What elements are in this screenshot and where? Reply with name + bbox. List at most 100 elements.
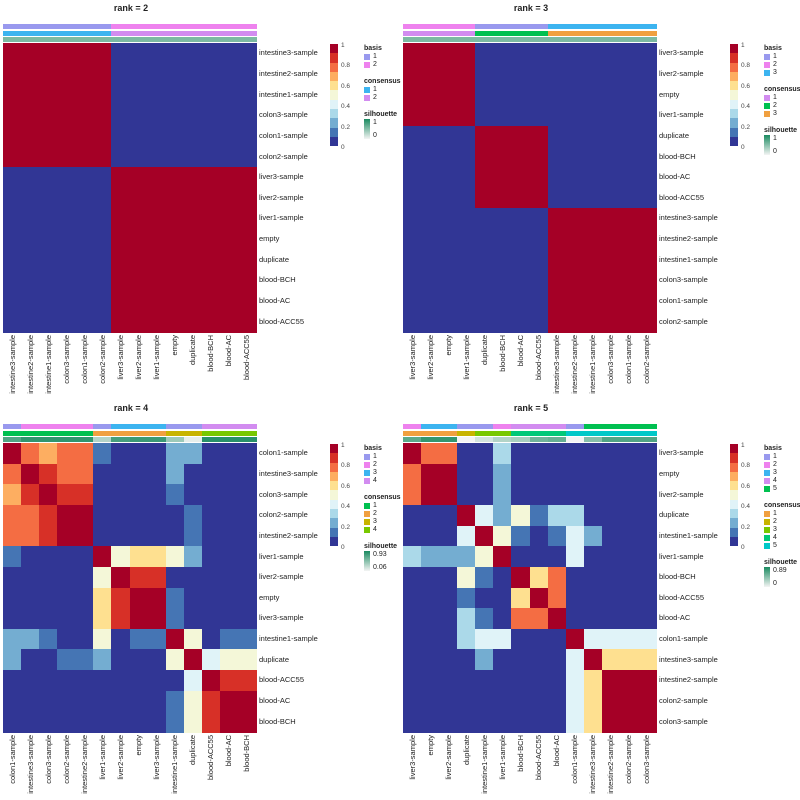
row-label: blood-ACC55 — [659, 192, 705, 202]
heatmap-cell — [201, 208, 221, 230]
heatmap-cell — [237, 525, 257, 547]
heatmap-cell — [75, 43, 94, 65]
heatmap-cell — [129, 290, 149, 312]
column-label: liver2-sample — [443, 735, 453, 780]
silhouette-values: 0.93 0.06 — [373, 551, 387, 571]
color-scale-step — [330, 44, 338, 54]
heatmap-cell — [439, 566, 458, 589]
heatmap-cell — [147, 104, 167, 127]
heatmap-cell — [529, 166, 549, 189]
basis-annotation-cell — [111, 24, 131, 29]
legend-title-consensus: consensus — [364, 494, 401, 501]
heatmap-cell — [165, 670, 185, 692]
heatmap-cell — [601, 228, 621, 251]
heatmap-cell — [219, 443, 239, 465]
heatmap-cell — [529, 208, 549, 230]
heatmap-cell — [219, 125, 239, 147]
heatmap-cell — [165, 566, 185, 589]
legend-item-basis: 4 — [764, 477, 800, 485]
legend-item-basis: 1 — [764, 53, 800, 61]
consensus-annotation-cell — [93, 431, 112, 436]
silhouette-annotation-cell — [93, 37, 112, 42]
heatmap-cell — [39, 711, 58, 733]
heatmap-cell — [219, 566, 239, 589]
heatmap-cell — [93, 43, 112, 65]
column-label: intestine1-sample — [43, 335, 53, 394]
heatmap-cell — [601, 525, 621, 547]
heatmap-cell — [201, 249, 221, 271]
heatmap-cell — [3, 104, 22, 127]
legend-swatch — [364, 62, 370, 68]
heatmap-cell — [21, 125, 40, 147]
color-scale-tick: 0.8 — [741, 462, 751, 470]
heatmap-cell — [475, 463, 494, 485]
heatmap-cell — [57, 690, 76, 712]
heatmap-cell — [129, 146, 149, 168]
heatmap-cell — [129, 504, 149, 527]
heatmap-cell — [511, 146, 531, 168]
heatmap-cell — [493, 463, 512, 485]
heatmap-cell — [457, 690, 476, 712]
heatmap-cell — [493, 104, 512, 127]
consensus-annotation-cell — [237, 431, 257, 436]
heatmap-cell — [403, 463, 422, 485]
heatmap-cell — [147, 628, 167, 651]
legend-item-consensus: 5 — [764, 542, 800, 550]
row-label: blood-ACC55 — [259, 675, 305, 685]
heatmap-cell — [111, 443, 131, 465]
heatmap-cell — [547, 228, 567, 251]
consensus-annotation-cell — [547, 431, 567, 436]
basis-annotation-cell — [201, 24, 221, 29]
legend-swatch — [764, 519, 770, 525]
color-scale-tick: 0.6 — [341, 482, 351, 490]
heatmap-cell — [183, 208, 203, 230]
heatmap-cell — [237, 670, 257, 692]
legend-label: 1 — [773, 53, 777, 60]
heatmap-cell — [583, 463, 603, 485]
heatmap-cell — [219, 484, 239, 506]
heatmap-cell — [403, 311, 422, 333]
heatmap-cell — [165, 608, 185, 630]
heatmap-cell — [439, 504, 458, 527]
heatmap-cell — [21, 711, 40, 733]
heatmap-cell — [583, 228, 603, 251]
heatmap-cell — [547, 290, 567, 312]
legend-item-consensus: 3 — [364, 518, 401, 526]
heatmap-cell — [439, 608, 458, 630]
consensus-annotation-cell — [637, 31, 657, 36]
color-scale-step — [330, 499, 338, 510]
heatmap-cell — [475, 525, 494, 547]
silhouette-annotation-cell — [219, 37, 239, 42]
heatmap-cell — [619, 270, 639, 292]
heatmap-cell — [201, 443, 221, 465]
row-label: colon2-sample — [659, 316, 708, 326]
heatmap-cell — [475, 587, 494, 609]
silhouette-annotation-cell — [637, 37, 657, 42]
heatmap-cell — [165, 249, 185, 271]
heatmap-cell — [237, 690, 257, 712]
heatmap-cell — [129, 566, 149, 589]
color-scale-tick: 1 — [341, 442, 345, 449]
heatmap-cell — [511, 546, 531, 568]
heatmap-cell — [421, 208, 440, 230]
color-scale-step — [730, 99, 738, 110]
heatmap-cell — [75, 104, 94, 127]
heatmap-cell — [129, 690, 149, 712]
legend-label: 1 — [373, 53, 377, 60]
legend-swatch — [364, 511, 370, 517]
heatmap-cell — [511, 463, 531, 485]
legend-item-basis: 3 — [764, 469, 800, 477]
heatmap-cell — [3, 63, 22, 85]
heatmap-cell — [183, 463, 203, 485]
row-label: blood-ACC55 — [259, 316, 305, 326]
heatmap-cell — [619, 711, 639, 733]
column-label: intestine2-sample — [79, 735, 89, 794]
heatmap-cell — [457, 504, 476, 527]
heatmap-cell — [111, 290, 131, 312]
heatmap-cell — [583, 104, 603, 127]
heatmap-cell — [493, 608, 512, 630]
legend-item-basis: 1 — [364, 453, 401, 461]
heatmap-cell — [39, 228, 58, 251]
column-label: blood-AC — [552, 735, 562, 767]
silhouette-annotation-cell — [129, 437, 149, 442]
